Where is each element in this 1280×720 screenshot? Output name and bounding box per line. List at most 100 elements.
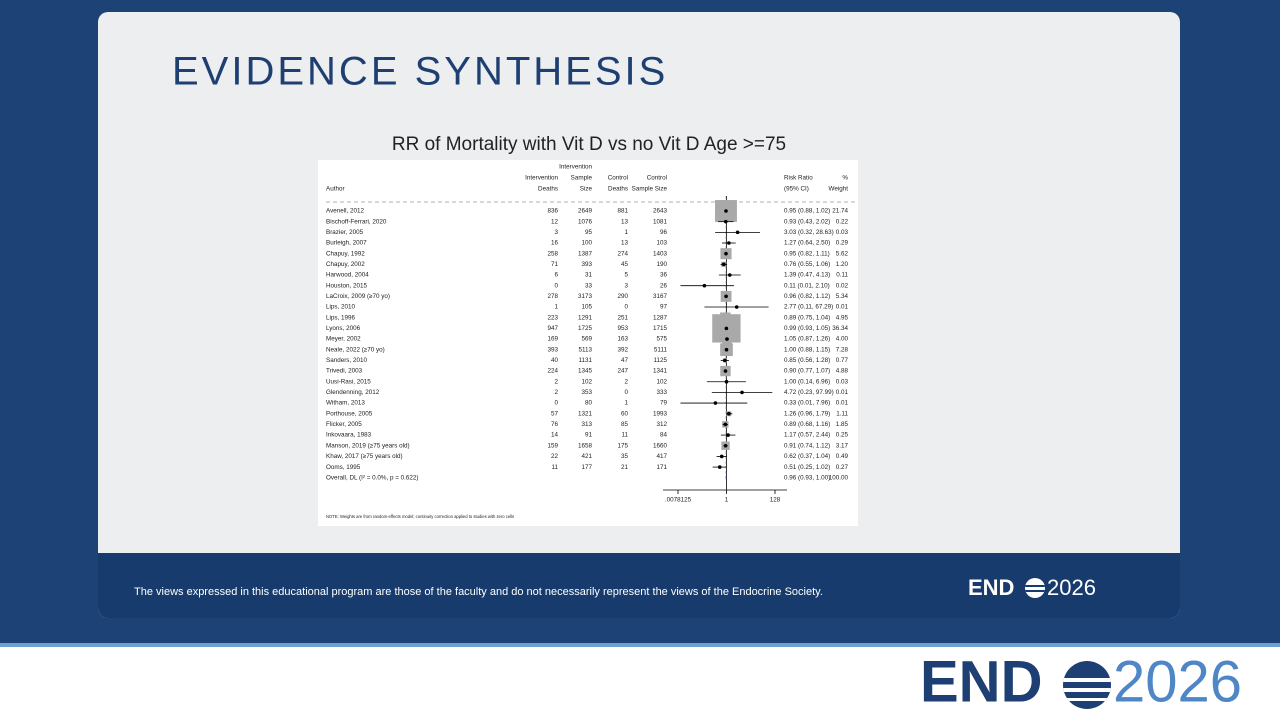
weight-label: 7.28 — [836, 346, 849, 353]
int-size: 95 — [585, 229, 593, 236]
weight-label: 0.01 — [836, 400, 849, 407]
ctrl-size: 1341 — [653, 368, 668, 375]
int-size: 102 — [581, 378, 592, 385]
ci-label: 0.62 (0.37, 1.04) — [784, 453, 830, 460]
int-deaths: 2 — [554, 378, 558, 385]
logo-suffix: 2026 — [1047, 575, 1096, 600]
ctrl-size: 190 — [656, 261, 667, 268]
ci-label: 0.89 (0.68, 1.16) — [784, 421, 830, 428]
ctrl-size: 102 — [656, 378, 667, 385]
ci-label: 0.85 (0.56, 1.28) — [784, 357, 830, 364]
weight-label: 4.88 — [836, 368, 849, 375]
ctrl-size: 3167 — [653, 293, 668, 300]
study-name: Uusi-Rasi, 2015 — [326, 378, 371, 385]
int-size: 1131 — [578, 357, 592, 364]
slide-title: EVIDENCE SYNTHESIS — [172, 50, 668, 94]
weight-label: 0.03 — [836, 378, 849, 385]
x-tick-label: 128 — [770, 497, 781, 504]
weight-label: 0.01 — [836, 304, 849, 311]
int-size: 1321 — [578, 410, 593, 417]
ci-label: 0.95 (0.88, 1.02) — [784, 208, 830, 215]
study-name: Neale, 2022 (≥70 yo) — [326, 346, 385, 353]
ctrl-deaths: 247 — [617, 368, 628, 375]
weight-label: 100.00 — [829, 474, 849, 481]
ctrl-size: 1715 — [653, 325, 668, 332]
overall-diamond — [725, 473, 727, 482]
ctrl-deaths: 60 — [621, 410, 629, 417]
ctrl-size: 97 — [660, 304, 668, 311]
weight-label: 1.20 — [836, 261, 849, 268]
study-name: Chapuy, 1992 — [326, 250, 365, 257]
point — [719, 454, 724, 459]
header-weight: % — [842, 175, 848, 182]
ci-label: 2.77 (0.11, 67.29) — [784, 304, 833, 311]
ctrl-size: 1081 — [653, 218, 668, 225]
study-name: LaCroix, 2009 (≥70 yo) — [326, 293, 390, 300]
point — [723, 443, 728, 448]
int-deaths: 22 — [551, 453, 559, 460]
int-size: 3173 — [578, 293, 593, 300]
weight-label: 0.11 — [836, 272, 848, 279]
int-size: 421 — [581, 453, 592, 460]
int-size: 177 — [581, 464, 592, 471]
ctrl-deaths: 881 — [617, 208, 628, 215]
study-name: Glendenning, 2012 — [326, 389, 380, 396]
weight-label: 4.95 — [836, 314, 849, 321]
int-deaths: 836 — [547, 208, 558, 215]
int-deaths: 278 — [547, 293, 558, 300]
header-ctrl-deaths: Deaths — [608, 186, 628, 193]
header-ci: Risk Ratio — [784, 175, 813, 182]
point — [723, 369, 728, 373]
int-deaths: 2 — [554, 389, 558, 396]
point — [713, 401, 718, 405]
ctrl-size: 79 — [660, 400, 668, 407]
int-deaths: 258 — [547, 250, 558, 257]
study-name: Bischoff-Ferrari, 2020 — [326, 218, 387, 225]
ci-label: 0.89 (0.75, 1.04) — [784, 314, 830, 321]
main-logo: END 2026 — [920, 649, 1242, 714]
int-deaths: 3 — [554, 229, 558, 236]
ci-label: 1.00 (0.14, 6.96) — [784, 378, 830, 385]
int-size: 80 — [585, 400, 593, 407]
ctrl-size: 1403 — [653, 250, 668, 257]
point — [727, 273, 732, 277]
study-name: Witham, 2013 — [326, 400, 365, 407]
header-ci: (95% CI) — [784, 186, 809, 193]
weight-label: 5.34 — [836, 293, 849, 300]
ci-label: 4.72 (0.23, 97.99) — [784, 389, 834, 396]
study-name: Ooms, 1995 — [326, 464, 361, 471]
ctrl-deaths: 13 — [621, 240, 629, 247]
study-name: Manson, 2019 (≥75 years old) — [326, 442, 410, 449]
point — [724, 347, 729, 352]
point — [723, 219, 728, 224]
point — [724, 294, 728, 299]
plot-panel — [318, 160, 858, 526]
ctrl-deaths: 175 — [617, 442, 628, 449]
int-size: 100 — [581, 240, 592, 247]
point — [724, 209, 728, 213]
study-name: Brazier, 2005 — [326, 229, 364, 236]
ctrl-size: 417 — [656, 453, 667, 460]
ci-label: 1.39 (0.47, 4.13) — [784, 272, 830, 279]
ctrl-deaths: 1 — [624, 400, 628, 407]
point — [740, 390, 744, 395]
ctrl-size: 1125 — [653, 357, 667, 364]
header-weight: Weight — [829, 186, 849, 193]
ctrl-deaths: 47 — [621, 357, 629, 364]
study-name: Khaw, 2017 (≥75 years old) — [326, 453, 403, 460]
int-deaths: 76 — [551, 421, 559, 428]
point — [725, 337, 729, 341]
ctrl-deaths: 953 — [617, 325, 628, 332]
logo-prefix: END — [920, 649, 1042, 714]
ctrl-deaths: 45 — [621, 261, 629, 268]
ci-label: 0.76 (0.55, 1.06) — [784, 261, 830, 268]
ctrl-deaths: 290 — [617, 293, 628, 300]
int-size: 1387 — [578, 250, 593, 257]
point — [727, 241, 731, 245]
ci-label: 0.96 (0.93, 1.00) — [784, 474, 830, 481]
int-size: 5113 — [578, 346, 592, 353]
study-name: Lyons, 2006 — [326, 325, 361, 332]
ci-label: 0.90 (0.77, 1.07) — [784, 368, 830, 375]
int-size: 569 — [581, 336, 592, 343]
